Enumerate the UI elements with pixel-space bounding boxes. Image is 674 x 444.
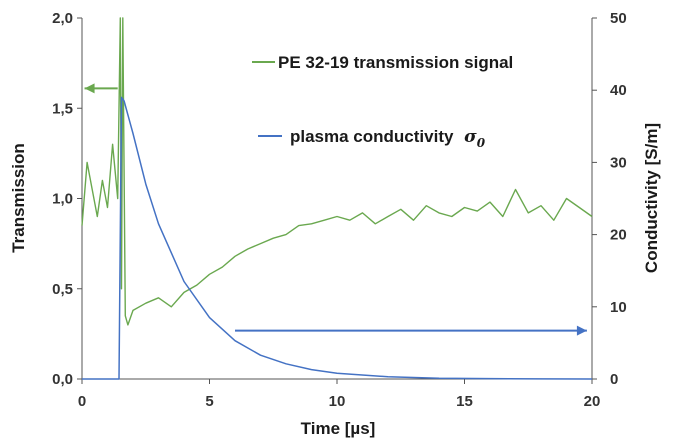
y2-axis-title: Conductivity [S/m] (642, 123, 661, 273)
y2-tick-label: 50 (610, 10, 627, 27)
legend-label-conductivity: plasma conductivity σ0 (290, 127, 486, 150)
x-tick-label: 0 (78, 393, 86, 410)
y-axis-ticks: 0,0 0,5 1,0 1,5 2,0 (52, 10, 82, 388)
legend-conductivity-symbol: σ (464, 127, 477, 147)
legend-conductivity-subscript: 0 (477, 136, 486, 150)
plot-frame (81, 18, 593, 380)
annotation-layer (84, 83, 587, 336)
y-tick-label: 1,0 (52, 191, 73, 208)
x-tick-label: 20 (584, 393, 601, 410)
y2-tick-label: 40 (610, 82, 627, 99)
conductivity-axis-arrow-head (576, 325, 587, 336)
legend-label-transmission: PE 32-19 transmission signal (278, 53, 513, 72)
y2-tick-label: 0 (610, 371, 618, 388)
x-axis-ticks: 0 5 10 15 20 (78, 379, 601, 410)
y-axis-title: Transmission (9, 143, 28, 253)
series-layer (81, 17, 593, 380)
x-axis-title: Time [µs] (301, 419, 376, 438)
transmission-series-line (81, 17, 593, 326)
conductivity-series-line (82, 96, 593, 380)
x-tick-label: 10 (329, 393, 346, 410)
legend: PE 32-19 transmission signal plasma cond… (252, 53, 513, 150)
legend-conductivity-text: plasma conductivity (290, 127, 454, 146)
x-tick-label: 5 (205, 393, 213, 410)
x-tick-label: 15 (456, 393, 473, 410)
y-tick-label: 0,0 (52, 371, 73, 388)
transmission-axis-arrow-head (84, 83, 95, 94)
y2-tick-label: 10 (610, 299, 627, 316)
y2-tick-label: 30 (610, 154, 627, 171)
y-tick-label: 2,0 (52, 10, 73, 27)
y2-axis-ticks: 0 10 20 30 40 50 (592, 10, 627, 388)
y-tick-label: 1,5 (52, 100, 73, 117)
y2-tick-label: 20 (610, 227, 627, 244)
y-tick-label: 0,5 (52, 281, 73, 298)
